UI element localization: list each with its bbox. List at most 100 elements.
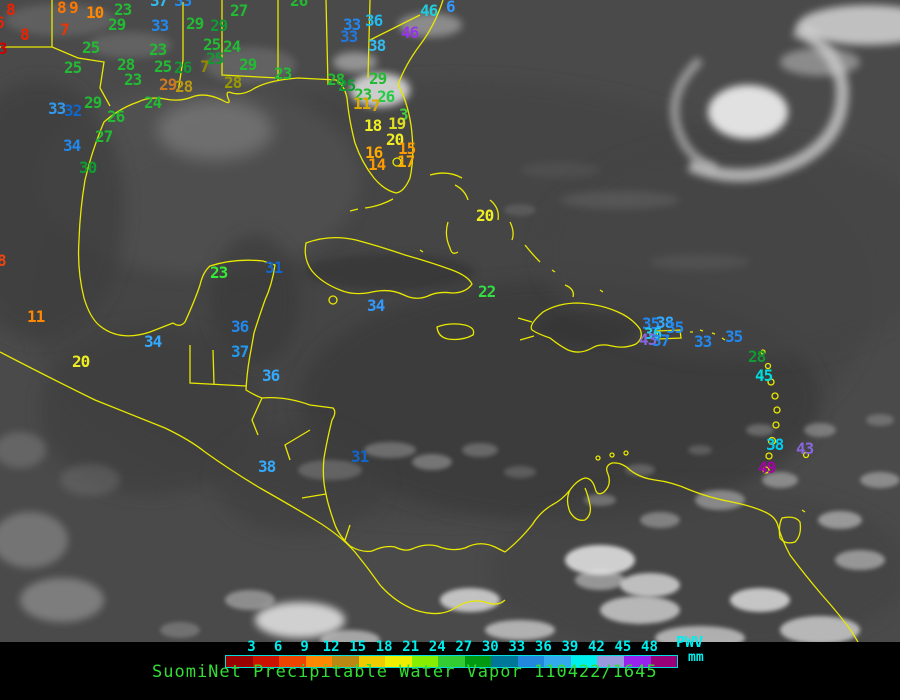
station-pwv-value: 38	[368, 36, 386, 55]
station-pwv-value: 25	[64, 58, 82, 77]
satellite-map: 8683891072329252537333329292723282524252…	[0, 0, 900, 655]
colorbar-cell	[544, 656, 571, 667]
station-pwv-value: 38	[766, 435, 784, 454]
map-title: SuomiNet Precipitable Water Vapor 110422…	[152, 662, 658, 682]
station-pwv-value: 38	[258, 457, 276, 476]
legend-tick-label: 27	[455, 639, 473, 655]
coastlines	[0, 0, 859, 643]
legend-tick-label: 24	[428, 639, 446, 655]
station-pwv-value: 25	[154, 57, 172, 76]
coastline-bahamas	[419, 172, 604, 298]
station-pwv-value: 6	[0, 15, 5, 31]
station-pwv-value: 33	[694, 332, 712, 351]
coastline-cuba	[304, 236, 473, 299]
legend-tick-label: 3	[247, 639, 256, 655]
legend-tick-label: 21	[402, 639, 420, 655]
coastline-hispaniola	[517, 302, 642, 353]
station-pwv-value: 23	[149, 40, 167, 59]
station-pwv-value: 33	[151, 16, 169, 35]
station-pwv-value: 9	[69, 0, 79, 17]
coastline-puerto-rico	[656, 329, 726, 341]
station-pwv-value: 28	[748, 347, 766, 366]
colorbar-cell	[305, 656, 333, 667]
station-pwv-value: 35	[725, 327, 743, 346]
station-pwv-value: 38	[656, 313, 674, 332]
station-pwv-value: 37	[150, 0, 168, 10]
colorbar-cell	[411, 656, 439, 667]
station-pwv-value: 8	[6, 0, 16, 19]
station-pwv-value: 27	[230, 1, 248, 20]
station-pwv-value: 28	[327, 70, 345, 89]
station-pwv-value: 7	[60, 20, 70, 39]
colorbar-cell	[570, 656, 598, 667]
station-pwv-value: 20	[476, 206, 494, 225]
station-pwv-value: 24	[223, 37, 241, 56]
station-pwv-value: 26	[107, 107, 125, 126]
legend-tick-label: 6	[273, 639, 283, 655]
station-pwv-value: 18	[364, 116, 382, 135]
legend-tick-label: 33	[508, 639, 526, 655]
legend-tick-label: 30	[481, 639, 499, 655]
station-pwv-value: 3	[399, 105, 409, 124]
station-pwv-value: 33	[340, 27, 358, 46]
station-pwv-value: 29	[210, 16, 228, 35]
station-pwv-value: 23	[114, 0, 132, 19]
imagery-shading	[0, 80, 900, 655]
station-pwv-value: 43	[796, 439, 814, 458]
station-pwv-value: 33	[343, 15, 361, 34]
station-pwv-value: 35	[642, 314, 660, 333]
station-pwv-value: 7	[371, 96, 381, 115]
station-pwv-value: 31	[351, 447, 369, 466]
station-pwv-value: 36	[262, 366, 280, 385]
station-pwv-value: 49	[758, 458, 776, 477]
station-pwv-value: 45	[755, 366, 773, 385]
station-pwv-value: 3	[0, 39, 8, 58]
station-pwv-value: 25	[338, 76, 356, 95]
station-pwv-value: 26	[174, 58, 192, 77]
station-pwv-value: 20	[386, 130, 404, 149]
colorbar-cell	[597, 656, 624, 667]
station-pwv-value: 26	[377, 87, 395, 106]
colorbar-cell	[464, 656, 492, 667]
station-pwv-value: 46	[401, 23, 419, 42]
legend-tick-label: 36	[534, 639, 552, 655]
colorbar-cell	[226, 656, 253, 667]
station-pwv-value: 7	[200, 57, 210, 76]
station-pwv-value: 36	[365, 11, 383, 30]
station-pwv-value: 8	[0, 251, 7, 270]
station-pwv-value: 33	[174, 0, 192, 10]
station-pwv-value: 11	[353, 94, 371, 113]
colorbar-cell	[252, 656, 280, 667]
station-pwv-value: 15	[398, 139, 416, 158]
colorbar-cell	[385, 656, 412, 667]
colorbar-cell	[438, 656, 465, 667]
station-pwv-value: 23	[210, 263, 228, 282]
station-pwv-value: 29	[186, 14, 204, 33]
station-pwv-value: 27	[95, 127, 113, 146]
station-pwv-value: 19	[388, 114, 406, 133]
station-pwv-value: 34	[367, 296, 385, 315]
legend-tick-label: 12	[322, 639, 340, 655]
station-pwv-value: 30	[79, 158, 97, 177]
legend-unit-label: PWV	[676, 633, 704, 651]
colorbar-cell	[491, 656, 518, 667]
station-pwv-value: 24	[144, 93, 162, 112]
station-pwv-value: 25	[82, 38, 100, 57]
station-pwv-value: 29	[159, 75, 177, 94]
station-pwv-value: 46	[420, 1, 438, 20]
legend-tick-label: 18	[375, 639, 393, 655]
station-pwv-value: 37	[231, 342, 249, 361]
station-pwv-value: 28	[224, 73, 242, 92]
coastline-us-gulf	[77, 0, 506, 553]
legend-colorbar	[225, 655, 678, 668]
station-pwv-value: 17	[397, 152, 415, 171]
station-pwv-value: 23	[124, 70, 142, 89]
station-pwv-value: 16	[365, 143, 383, 162]
station-pwv-value: 29	[239, 55, 257, 74]
station-pwv-value: 28	[175, 77, 193, 96]
station-pwv-value: 10	[86, 3, 104, 22]
station-pwv-value: 34	[63, 136, 81, 155]
legend-tick-label: 9	[300, 639, 309, 655]
station-pwv-value: 31	[265, 258, 283, 277]
